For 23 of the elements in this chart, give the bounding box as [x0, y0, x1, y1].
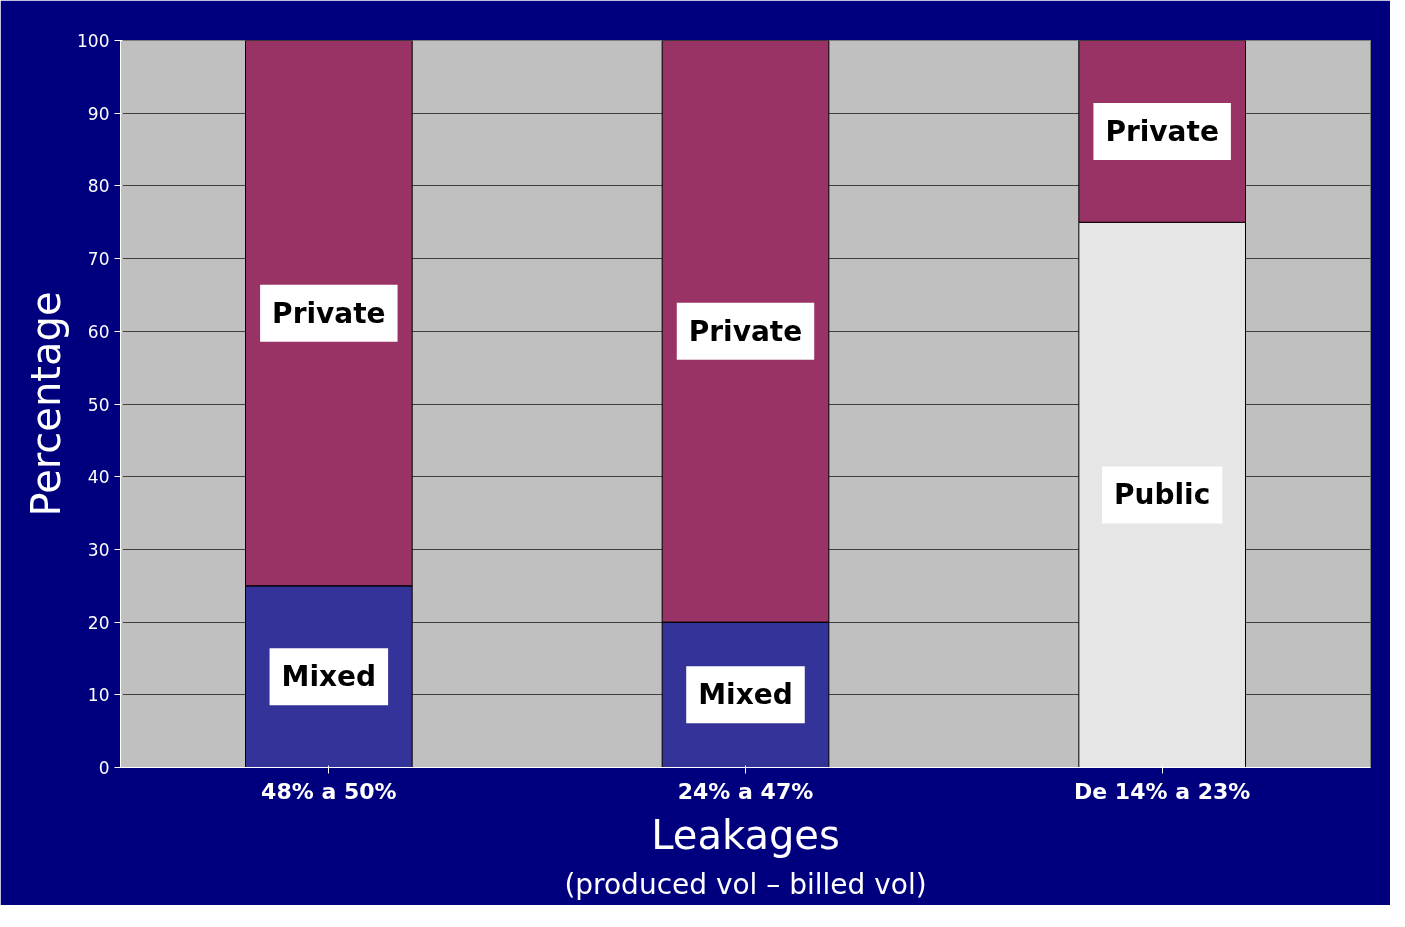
y-tick-label: 30 [87, 539, 110, 560]
text: Mixed [281, 660, 377, 694]
y-tick-label: 40 [87, 467, 110, 488]
y-tick-label: 90 [87, 103, 110, 124]
x-tick-label: De 14% a 23% [1074, 778, 1251, 804]
y-tick-label: 60 [87, 321, 110, 342]
series-label: Mixed [698, 678, 793, 712]
text: Private [688, 314, 803, 348]
y-tick-label: 0 [98, 758, 110, 778]
series-label: Private [1105, 114, 1219, 148]
x-tick-label: 24% a 47% [677, 778, 814, 804]
text: Private [272, 296, 386, 330]
series-label: Public [1114, 478, 1211, 512]
y-tick-label: 10 [87, 685, 110, 706]
text: (produced vol – billed vol) [564, 867, 927, 901]
y-tick-label: 20 [87, 612, 110, 633]
x-axis-title: Leakages [651, 811, 840, 858]
y-tick-label: 100 [77, 31, 110, 51]
y-axis-title: Percentage [23, 291, 70, 517]
y-tick-label: 50 [87, 394, 110, 415]
y-tick-label: 80 [87, 176, 110, 197]
x-tick-label: 48% a 50% [261, 778, 397, 804]
y-tick-label: 70 [87, 249, 110, 270]
